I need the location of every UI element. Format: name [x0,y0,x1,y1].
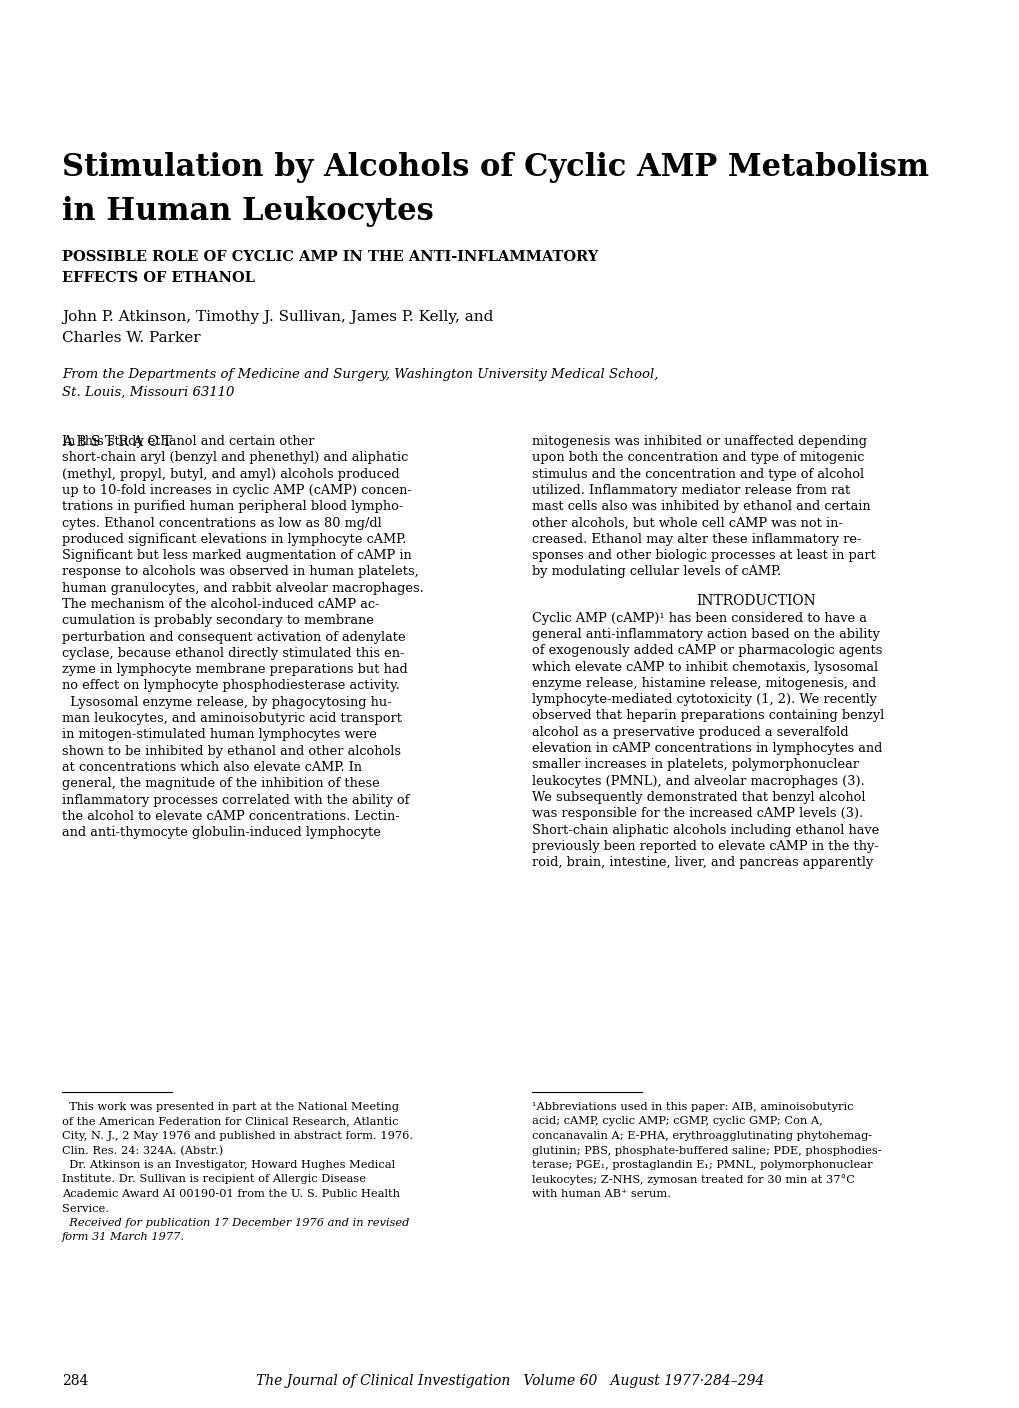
Text: leukocytes (PMNL), and alveolar macrophages (3).: leukocytes (PMNL), and alveolar macropha… [532,774,864,787]
Text: no effect on lymphocyte phosphodiesterase activity.: no effect on lymphocyte phosphodiesteras… [62,680,399,693]
Text: in Human Leukocytes: in Human Leukocytes [62,196,433,227]
Text: terase; PGE₁, prostaglandin E₁; PMNL, polymorphonuclear: terase; PGE₁, prostaglandin E₁; PMNL, po… [532,1160,872,1170]
Text: previously been reported to elevate cAMP in the thy-: previously been reported to elevate cAMP… [532,841,878,853]
Text: response to alcohols was observed in human platelets,: response to alcohols was observed in hum… [62,566,419,579]
Text: The mechanism of the alcohol-induced cAMP ac-: The mechanism of the alcohol-induced cAM… [62,598,379,611]
Text: produced significant elevations in lymphocyte cAMP.: produced significant elevations in lymph… [62,532,406,546]
Text: The Journal of Clinical Investigation   Volume 60   August 1977·284–294: The Journal of Clinical Investigation Vo… [256,1374,763,1388]
Text: roid, brain, intestine, liver, and pancreas apparently: roid, brain, intestine, liver, and pancr… [532,856,872,869]
Text: alcohol as a preservative produced a severalfold: alcohol as a preservative produced a sev… [532,725,848,739]
Text: general, the magnitude of the inhibition of these: general, the magnitude of the inhibition… [62,777,379,790]
Text: other alcohols, but whole cell cAMP was not in-: other alcohols, but whole cell cAMP was … [532,517,842,529]
Text: elevation in cAMP concentrations in lymphocytes and: elevation in cAMP concentrations in lymp… [532,742,881,755]
Text: A B S T R A C T: A B S T R A C T [62,435,171,449]
Text: upon both the concentration and type of mitogenic: upon both the concentration and type of … [532,452,863,465]
Text: was responsible for the increased cAMP levels (3).: was responsible for the increased cAMP l… [532,807,862,821]
Text: acid; cAMP, cyclic AMP; cGMP, cyclic GMP; Con A,: acid; cAMP, cyclic AMP; cGMP, cyclic GMP… [532,1117,822,1126]
Text: perturbation and consequent activation of adenylate: perturbation and consequent activation o… [62,631,406,643]
Text: enzyme release, histamine release, mitogenesis, and: enzyme release, histamine release, mitog… [532,677,875,690]
Text: cumulation is probably secondary to membrane: cumulation is probably secondary to memb… [62,614,374,628]
Text: by modulating cellular levels of cAMP.: by modulating cellular levels of cAMP. [532,566,781,579]
Text: the alcohol to elevate cAMP concentrations. Lectin-: the alcohol to elevate cAMP concentratio… [62,810,399,822]
Text: Institute. Dr. Sullivan is recipient of Allergic Disease: Institute. Dr. Sullivan is recipient of … [62,1174,366,1184]
Text: mast cells also was inhibited by ethanol and certain: mast cells also was inhibited by ethanol… [532,500,870,513]
Text: Stimulation by Alcohols of Cyclic AMP Metabolism: Stimulation by Alcohols of Cyclic AMP Me… [62,152,928,183]
Text: Charles W. Parker: Charles W. Parker [62,331,201,345]
Text: form 31 March 1977.: form 31 March 1977. [62,1232,184,1242]
Text: City, N. J., 2 May 1976 and published in abstract form. 1976.: City, N. J., 2 May 1976 and published in… [62,1131,413,1140]
Text: Received for publication 17 December 1976 and in revised: Received for publication 17 December 197… [62,1218,409,1228]
Text: smaller increases in platelets, polymorphonuclear: smaller increases in platelets, polymorp… [532,759,858,772]
Text: inflammatory processes correlated with the ability of: inflammatory processes correlated with t… [62,794,409,807]
Text: Clin. Res. 24: 324A. (Abstr.): Clin. Res. 24: 324A. (Abstr.) [62,1146,223,1156]
Text: mitogenesis was inhibited or unaffected depending: mitogenesis was inhibited or unaffected … [532,435,866,448]
Text: St. Louis, Missouri 63110: St. Louis, Missouri 63110 [62,386,234,398]
Text: zyme in lymphocyte membrane preparations but had: zyme in lymphocyte membrane preparations… [62,663,408,676]
Text: EFFECTS OF ETHANOL: EFFECTS OF ETHANOL [62,270,255,284]
Text: which elevate cAMP to inhibit chemotaxis, lysosomal: which elevate cAMP to inhibit chemotaxis… [532,660,877,673]
Text: human granulocytes, and rabbit alveolar macrophages.: human granulocytes, and rabbit alveolar … [62,582,423,594]
Text: concanavalin A; E-PHA, erythroagglutinating phytohemag-: concanavalin A; E-PHA, erythroagglutinat… [532,1131,871,1140]
Text: shown to be inhibited by ethanol and other alcohols: shown to be inhibited by ethanol and oth… [62,745,400,758]
Text: cytes. Ethanol concentrations as low as 80 mg/dl: cytes. Ethanol concentrations as low as … [62,517,381,529]
Text: of exogenously added cAMP or pharmacologic agents: of exogenously added cAMP or pharmacolog… [532,645,881,658]
Text: This work was presented in part at the National Meeting: This work was presented in part at the N… [62,1102,398,1112]
Text: and anti-thymocyte globulin-induced lymphocyte: and anti-thymocyte globulin-induced lymp… [62,826,380,839]
Text: glutinin; PBS, phosphate-buffered saline; PDE, phosphodies-: glutinin; PBS, phosphate-buffered saline… [532,1146,880,1156]
Text: stimulus and the concentration and type of alcohol: stimulus and the concentration and type … [532,467,863,480]
Text: We subsequently demonstrated that benzyl alcohol: We subsequently demonstrated that benzyl… [532,791,865,804]
Text: Lysosomal enzyme release, by phagocytosing hu-: Lysosomal enzyme release, by phagocytosi… [62,696,391,708]
Text: ¹Abbreviations used in this paper: AIB, aminoisobutyric: ¹Abbreviations used in this paper: AIB, … [532,1102,853,1112]
Text: From the Departments of Medicine and Surgery, Washington University Medical Scho: From the Departments of Medicine and Sur… [62,367,658,382]
Text: up to 10-fold increases in cyclic AMP (cAMP) concen-: up to 10-fold increases in cyclic AMP (c… [62,484,412,497]
Text: short-chain aryl (benzyl and phenethyl) and aliphatic: short-chain aryl (benzyl and phenethyl) … [62,452,408,465]
Text: with human AB⁺ serum.: with human AB⁺ serum. [532,1188,671,1200]
Text: general anti-inflammatory action based on the ability: general anti-inflammatory action based o… [532,628,879,641]
Text: In this study ethanol and certain other: In this study ethanol and certain other [62,435,314,448]
Text: Dr. Atkinson is an Investigator, Howard Hughes Medical: Dr. Atkinson is an Investigator, Howard … [62,1160,394,1170]
Text: Significant but less marked augmentation of cAMP in: Significant but less marked augmentation… [62,549,412,562]
Text: utilized. Inflammatory mediator release from rat: utilized. Inflammatory mediator release … [532,484,850,497]
Text: INTRODUCTION: INTRODUCTION [695,594,815,608]
Text: in mitogen-stimulated human lymphocytes were: in mitogen-stimulated human lymphocytes … [62,728,376,742]
Text: of the American Federation for Clinical Research, Atlantic: of the American Federation for Clinical … [62,1117,398,1126]
Text: creased. Ethanol may alter these inflammatory re-: creased. Ethanol may alter these inflamm… [532,532,861,546]
Text: Service.: Service. [62,1204,109,1214]
Text: at concentrations which also elevate cAMP. In: at concentrations which also elevate cAM… [62,760,362,774]
Text: leukocytes; Z-NHS, zymosan treated for 30 min at 37°C: leukocytes; Z-NHS, zymosan treated for 3… [532,1174,854,1186]
Text: trations in purified human peripheral blood lympho-: trations in purified human peripheral bl… [62,500,403,513]
Text: 284: 284 [62,1374,89,1388]
Text: sponses and other biologic processes at least in part: sponses and other biologic processes at … [532,549,875,562]
Text: cyclase, because ethanol directly stimulated this en-: cyclase, because ethanol directly stimul… [62,646,405,660]
Text: observed that heparin preparations containing benzyl: observed that heparin preparations conta… [532,710,883,722]
Text: POSSIBLE ROLE OF CYCLIC AMP IN THE ANTI-INFLAMMATORY: POSSIBLE ROLE OF CYCLIC AMP IN THE ANTI-… [62,251,598,265]
Text: lymphocyte-mediated cytotoxicity (1, 2). We recently: lymphocyte-mediated cytotoxicity (1, 2).… [532,693,876,707]
Text: Cyclic AMP (cAMP)¹ has been considered to have a: Cyclic AMP (cAMP)¹ has been considered t… [532,611,866,625]
Text: man leukocytes, and aminoisobutyric acid transport: man leukocytes, and aminoisobutyric acid… [62,712,401,725]
Text: Academic Award AI 00190-01 from the U. S. Public Health: Academic Award AI 00190-01 from the U. S… [62,1188,399,1200]
Text: John P. Atkinson, Timothy J. Sullivan, James P. Kelly, and: John P. Atkinson, Timothy J. Sullivan, J… [62,310,493,324]
Text: Short-chain aliphatic alcohols including ethanol have: Short-chain aliphatic alcohols including… [532,824,878,836]
Text: (methyl, propyl, butyl, and amyl) alcohols produced: (methyl, propyl, butyl, and amyl) alcoho… [62,467,399,480]
